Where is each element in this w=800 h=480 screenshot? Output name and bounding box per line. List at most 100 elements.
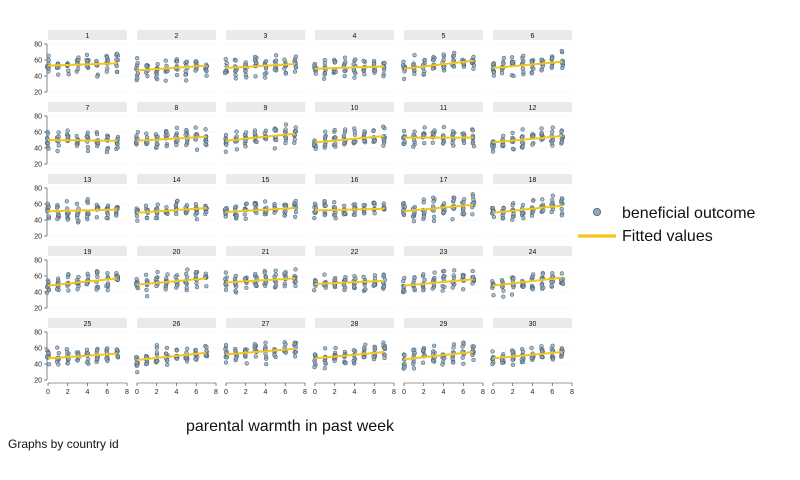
data-point (441, 201, 447, 206)
data-point (134, 213, 140, 219)
data-point (194, 217, 200, 222)
data-point (431, 218, 437, 224)
data-point (460, 344, 465, 349)
data-point (223, 276, 228, 282)
data-point (343, 275, 348, 280)
data-point (144, 287, 149, 293)
y-tick-label: 20 (34, 90, 42, 97)
data-point (84, 360, 90, 365)
data-point (144, 294, 150, 299)
panel-30: 30 0 2 4 6 8 (490, 318, 574, 396)
data-point (471, 357, 476, 363)
data-point (165, 362, 170, 367)
data-point (165, 211, 170, 217)
data-point (203, 127, 208, 132)
panel-header (48, 246, 127, 256)
panel-29: 29 0 2 4 6 8 (401, 318, 485, 396)
data-point (451, 143, 456, 148)
data-point (539, 348, 545, 354)
data-point (115, 145, 120, 150)
x-tick-label: 0 (224, 389, 228, 396)
data-point (263, 356, 269, 361)
data-point (332, 213, 337, 218)
data-point (204, 68, 209, 74)
data-point (521, 59, 526, 64)
x-tick-label: 4 (353, 389, 357, 396)
data-point (224, 142, 229, 147)
data-point (234, 213, 239, 219)
data-point (283, 342, 288, 347)
panel-header (404, 102, 483, 112)
data-point (451, 360, 456, 365)
data-point (114, 213, 119, 218)
data-point (381, 74, 386, 79)
data-point (104, 215, 109, 221)
data-point (441, 274, 446, 279)
data-point (144, 361, 150, 366)
data-point (282, 213, 287, 218)
y-tick-label: 60 (34, 346, 42, 353)
data-point (115, 141, 120, 147)
data-point (343, 127, 348, 132)
data-point (134, 65, 139, 71)
data-point (74, 143, 80, 148)
data-point (74, 133, 79, 139)
data-point (145, 74, 150, 79)
panel-header (226, 30, 305, 40)
panel-title: 9 (264, 105, 268, 112)
data-point (541, 285, 546, 290)
x-tick-label: 0 (313, 389, 317, 396)
data-point (402, 365, 407, 370)
data-point (223, 132, 229, 138)
data-point (185, 267, 190, 272)
data-point (313, 71, 318, 76)
data-point (351, 67, 356, 73)
panel-21: 21 (223, 246, 305, 309)
data-point (56, 143, 61, 148)
data-point (94, 356, 99, 361)
data-point (549, 56, 555, 61)
x-tick-label: 4 (531, 389, 535, 396)
panel-22: 22 (311, 246, 394, 309)
data-point (223, 287, 229, 293)
data-point (253, 354, 258, 359)
data-point (559, 213, 565, 218)
panel-header (404, 174, 483, 184)
data-point (530, 274, 535, 280)
data-point (312, 364, 317, 370)
data-point (440, 362, 445, 367)
panel-19: 19 20 40 60 80 (34, 246, 127, 313)
data-point (352, 139, 357, 145)
data-point (94, 215, 100, 220)
data-point (184, 346, 190, 351)
data-point (550, 197, 555, 203)
data-point (332, 60, 338, 65)
data-point (421, 214, 427, 219)
data-point (76, 274, 81, 280)
fitted-line (492, 135, 563, 144)
panel-15: 15 (222, 174, 305, 237)
data-point (491, 293, 496, 298)
data-point (66, 72, 71, 77)
data-point (283, 127, 288, 132)
panel-title: 13 (84, 177, 92, 184)
data-point (46, 350, 51, 356)
data-point (164, 345, 170, 351)
data-point (402, 139, 407, 144)
x-tick-label: 8 (214, 389, 218, 396)
data-point (322, 61, 327, 66)
data-point (540, 271, 545, 276)
data-point (104, 54, 110, 60)
panel-17: 17 (400, 174, 483, 237)
panel-header (137, 102, 216, 112)
panel-title: 6 (531, 33, 535, 40)
data-point (223, 347, 228, 352)
data-point (134, 133, 139, 139)
data-point (511, 276, 516, 281)
panel-title: 10 (351, 105, 359, 112)
data-point (194, 132, 200, 137)
data-point (114, 57, 119, 62)
data-point (183, 78, 189, 83)
y-tick-label: 40 (34, 218, 42, 225)
data-point (174, 348, 179, 353)
